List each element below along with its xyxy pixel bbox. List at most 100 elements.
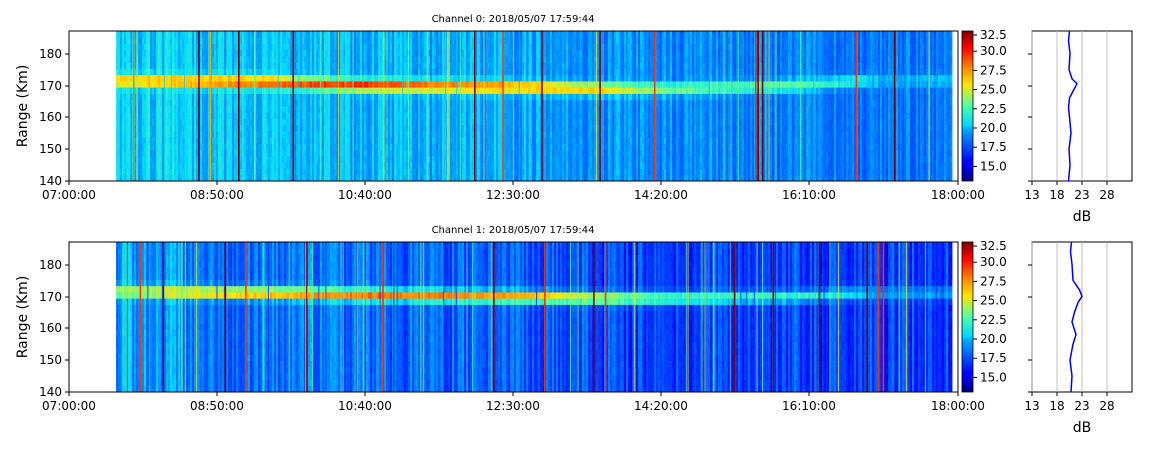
heatmap-cell: [118, 31, 121, 38]
heatmap-cell: [118, 93, 121, 101]
heatmap-cell: [354, 156, 357, 163]
heatmap-cell: [270, 56, 273, 63]
heatmap-cell: [320, 56, 323, 63]
heatmap-cell: [390, 106, 393, 113]
heatmap-cell: [398, 31, 401, 38]
heatmap-cell: [414, 149, 417, 157]
heatmap-cell: [168, 168, 171, 176]
heatmap-cell: [212, 137, 215, 144]
heatmap-cell: [504, 81, 507, 88]
heatmap-cell: [382, 143, 385, 151]
heatmap-cell: [276, 168, 279, 176]
heatmap-cell: [282, 112, 285, 119]
heatmap-column: [312, 31, 315, 182]
heatmap-cell: [450, 87, 453, 94]
heatmap-cell: [248, 74, 251, 82]
heatmap-cell: [396, 118, 399, 126]
heatmap-cell: [358, 81, 361, 88]
heatmap-cell: [118, 68, 121, 76]
heatmap-cell: [140, 62, 143, 69]
heatmap-cell: [402, 112, 405, 119]
heatmap-cell: [402, 162, 405, 169]
heatmap-cell: [406, 49, 409, 57]
heatmap-cell: [128, 131, 131, 138]
heatmap-cell: [272, 31, 275, 38]
heatmap-column: [334, 31, 337, 182]
heatmap-cell: [196, 31, 199, 38]
heatmap-cell: [264, 43, 267, 51]
heatmap-column: [488, 31, 491, 182]
heatmap-column: [266, 31, 269, 182]
heatmap-cell: [488, 174, 491, 182]
heatmap-cell: [154, 74, 157, 82]
heatmap-cell: [460, 174, 463, 182]
heatmap-cell: [506, 137, 509, 144]
heatmap-cell: [156, 99, 159, 107]
heatmap-cell: [228, 31, 231, 38]
heatmap-cell: [128, 137, 131, 144]
heatmap-cell: [162, 49, 165, 57]
heatmap-cell: [152, 174, 155, 182]
heatmap-cell: [172, 143, 175, 151]
heatmap-cell: [134, 43, 137, 51]
heatmap-cell: [334, 62, 337, 69]
heatmap-column: [274, 31, 277, 182]
heatmap-cell: [232, 143, 235, 151]
heatmap-cell: [188, 106, 191, 113]
heatmap-cell: [162, 37, 165, 44]
heatmap-cell: [274, 168, 277, 176]
heatmap-cell: [266, 68, 269, 76]
heatmap-cell: [288, 137, 291, 144]
heatmap-cell: [346, 87, 349, 94]
heatmap-cell: [128, 56, 131, 63]
heatmap-cell: [330, 137, 333, 144]
heatmap-cell: [224, 87, 227, 94]
heatmap-cell: [126, 156, 129, 163]
heatmap-cell: [182, 31, 185, 38]
heatmap-cell: [270, 87, 273, 94]
heatmap-cell: [240, 162, 243, 169]
heatmap-cell: [420, 81, 423, 88]
heatmap-cell: [208, 124, 211, 132]
heatmap-cell: [142, 56, 145, 63]
heatmap-cell: [338, 93, 341, 101]
heatmap-cell: [338, 118, 341, 126]
heatmap-cell: [148, 56, 151, 63]
heatmap-cell: [388, 137, 391, 144]
heatmap-cell: [182, 174, 185, 182]
heatmap-cell: [388, 118, 391, 126]
heatmap-cell: [166, 168, 169, 176]
heatmap-cell: [510, 112, 513, 119]
heatmap-cell: [490, 143, 493, 151]
heatmap-cell: [336, 174, 339, 182]
heatmap-cell: [380, 68, 383, 76]
heatmap-cell: [262, 106, 265, 113]
heatmap-cell: [370, 143, 373, 151]
heatmap-cell: [390, 174, 393, 182]
heatmap-cell: [154, 118, 157, 126]
heatmap-cell: [492, 131, 495, 138]
heatmap-cell: [242, 131, 245, 138]
heatmap-cell: [322, 99, 325, 107]
heatmap-cell: [336, 99, 339, 107]
heatmap-cell: [296, 74, 299, 82]
heatmap-cell: [274, 149, 277, 157]
heatmap-cell: [158, 87, 161, 94]
heatmap-cell: [508, 106, 511, 113]
heatmap-cell: [336, 137, 339, 144]
heatmap-cell: [308, 168, 311, 176]
heatmap-cell: [480, 68, 483, 76]
heatmap-cell: [280, 149, 283, 157]
heatmap-cell: [482, 137, 485, 144]
heatmap-cell: [246, 68, 249, 76]
heatmap-cell: [370, 93, 373, 101]
heatmap-column: [280, 31, 283, 182]
heatmap-cell: [214, 56, 217, 63]
heatmap-cell: [194, 68, 197, 76]
heatmap-cell: [230, 149, 233, 157]
heatmap-cell: [372, 56, 375, 63]
heatmap-cell: [360, 149, 363, 157]
heatmap-column: [310, 31, 313, 182]
heatmap-cell: [276, 62, 279, 69]
heatmap-cell: [224, 174, 227, 182]
